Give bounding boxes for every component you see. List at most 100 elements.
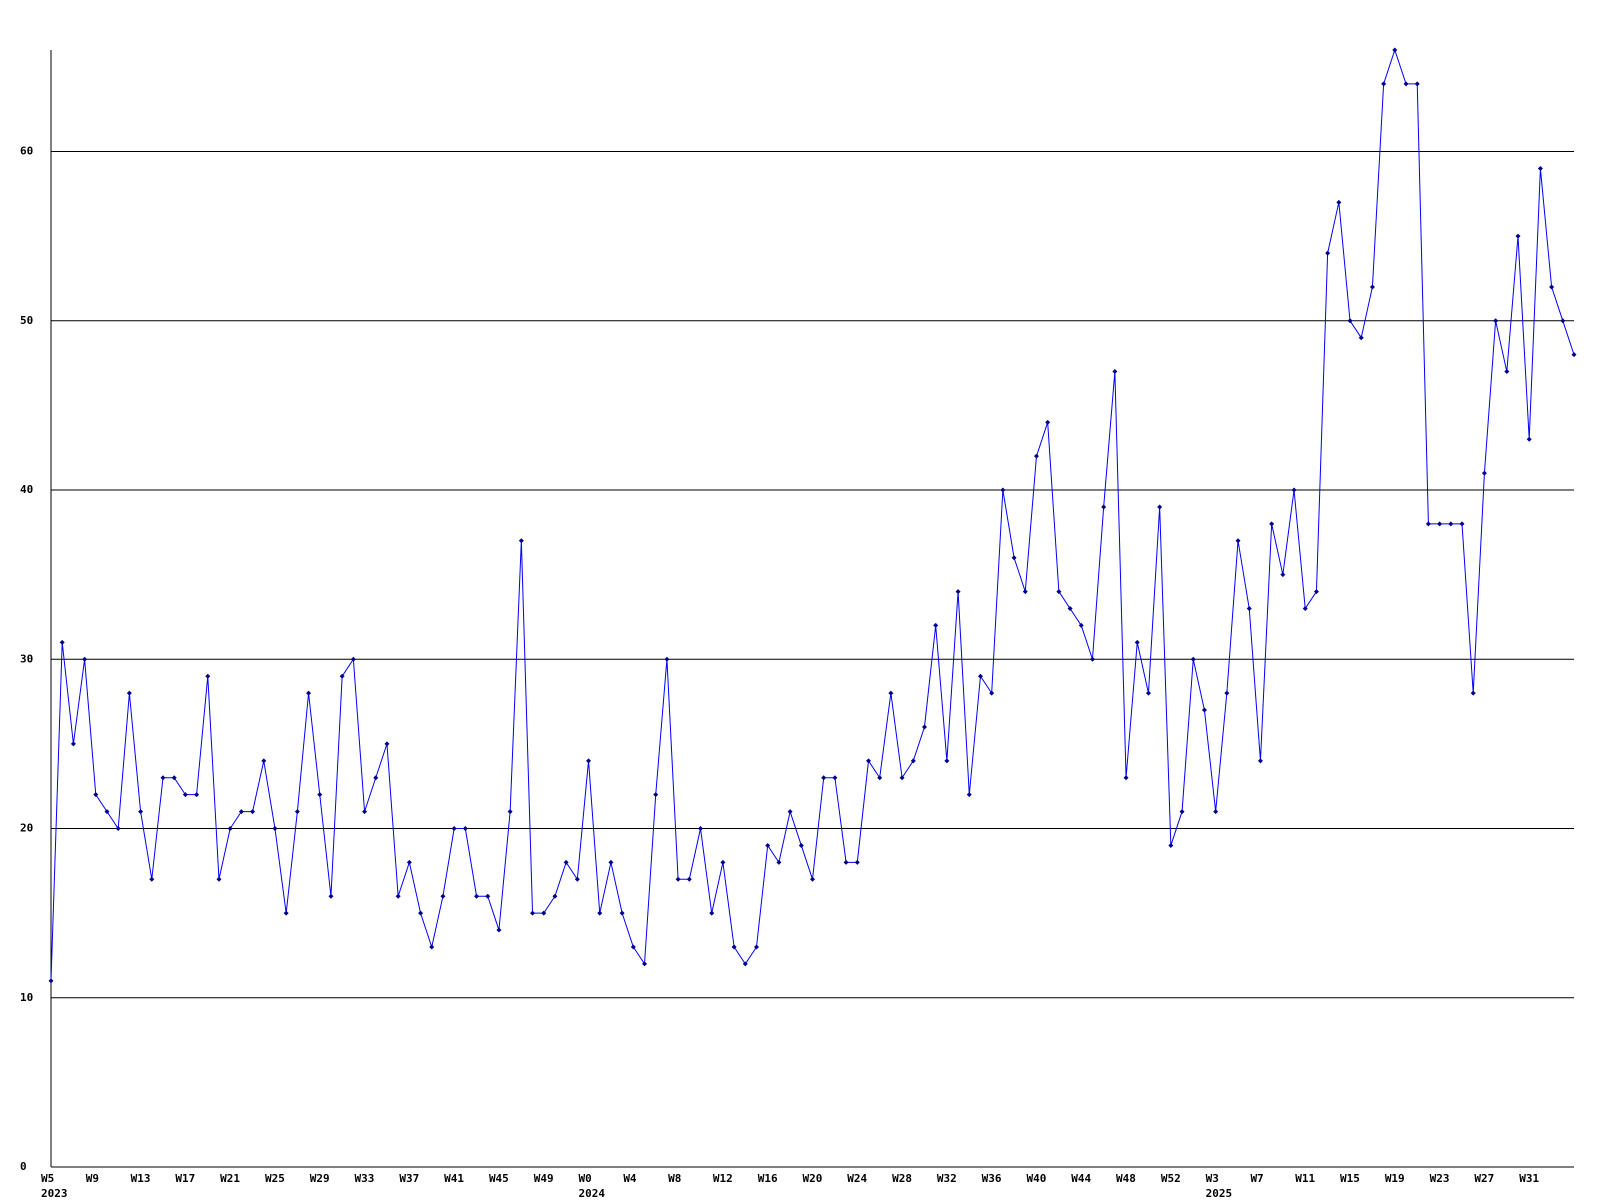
data-point — [328, 893, 334, 899]
data-point — [843, 859, 849, 865]
data-point — [664, 656, 670, 662]
data-point — [854, 859, 860, 865]
data-point — [1358, 335, 1364, 341]
year-label: 2023 — [41, 1187, 68, 1200]
y-tick-label: 40 — [20, 483, 33, 496]
data-point — [821, 775, 827, 781]
data-point — [1549, 284, 1555, 290]
data-point — [406, 859, 412, 865]
data-point — [70, 741, 76, 747]
data-point — [765, 842, 771, 848]
data-point — [1526, 436, 1532, 442]
data-point — [1224, 690, 1230, 696]
data-point — [1302, 606, 1308, 611]
data-point — [485, 893, 491, 899]
x-tick-label: W36 — [982, 1172, 1002, 1185]
data-point — [1269, 521, 1275, 527]
data-point — [832, 775, 838, 781]
x-tick-label: W12 — [713, 1172, 733, 1185]
data-point — [686, 876, 692, 882]
data-point — [1448, 521, 1454, 527]
data-point — [261, 758, 267, 764]
data-point — [1078, 622, 1084, 628]
data-point — [1571, 352, 1577, 358]
data-point — [698, 826, 704, 832]
y-tick-label: 50 — [20, 314, 33, 327]
data-point — [989, 690, 995, 696]
data-point — [126, 690, 132, 696]
data-point — [1481, 470, 1487, 476]
data-point — [507, 809, 513, 815]
data-point — [1201, 707, 1207, 713]
y-tick-label: 10 — [20, 991, 33, 1004]
data-point — [1000, 487, 1006, 493]
data-point — [82, 656, 88, 662]
data-point — [272, 826, 278, 832]
data-line — [50, 48, 1575, 981]
data-point — [462, 826, 468, 832]
data-point — [1381, 81, 1387, 87]
data-point — [1011, 555, 1017, 561]
x-tick-label: W11 — [1295, 1172, 1315, 1185]
x-tick-label: W48 — [1116, 1172, 1136, 1185]
y-tick-label: 20 — [20, 822, 33, 835]
x-tick-label: W4 — [623, 1172, 637, 1185]
x-tick-label: W25 — [265, 1172, 285, 1185]
data-point — [1246, 606, 1252, 611]
x-tick-label: W19 — [1385, 1172, 1405, 1185]
data-point — [552, 893, 558, 899]
x-tick-label: W24 — [847, 1172, 867, 1185]
data-point — [1470, 690, 1476, 696]
data-point — [1347, 318, 1353, 324]
data-point — [731, 944, 737, 950]
data-point — [1123, 775, 1129, 781]
x-tick-label: W29 — [310, 1172, 330, 1185]
x-tick-label: W7 — [1250, 1172, 1263, 1185]
x-tick-label: W9 — [86, 1172, 99, 1185]
data-point — [877, 775, 883, 781]
x-tick-label: W0 — [579, 1172, 592, 1185]
data-point — [653, 792, 659, 798]
data-point — [586, 758, 592, 764]
data-point — [1168, 842, 1174, 848]
data-point — [810, 876, 815, 882]
data-point — [776, 859, 782, 865]
data-point — [1414, 81, 1420, 87]
data-point — [1134, 639, 1140, 645]
x-tick-label: W8 — [668, 1172, 681, 1185]
data-point — [1560, 318, 1566, 324]
data-point — [754, 944, 760, 950]
data-point — [977, 673, 983, 679]
data-point — [1101, 504, 1107, 510]
data-point — [283, 910, 289, 916]
data-point — [921, 724, 927, 730]
data-point — [1190, 656, 1196, 662]
data-point — [384, 741, 390, 747]
data-point — [530, 910, 536, 916]
y-tick-label: 30 — [20, 652, 33, 665]
data-point — [171, 775, 177, 781]
year-label: 2025 — [1206, 1187, 1233, 1200]
data-point — [1392, 47, 1398, 53]
data-point — [1045, 419, 1051, 425]
data-point — [944, 758, 950, 764]
x-tick-label: W17 — [175, 1172, 195, 1185]
data-point — [742, 961, 748, 967]
x-tick-label: W27 — [1474, 1172, 1494, 1185]
data-point — [899, 775, 905, 781]
x-tick-label: W5 — [41, 1172, 54, 1185]
x-tick-label: W23 — [1430, 1172, 1450, 1185]
data-point — [160, 775, 166, 781]
data-point — [1325, 250, 1331, 256]
data-point — [1056, 589, 1062, 595]
data-point — [966, 792, 972, 798]
data-point — [1280, 572, 1286, 578]
data-point — [1459, 521, 1465, 527]
year-label: 2024 — [579, 1187, 606, 1200]
data-point — [865, 758, 871, 764]
data-point — [317, 792, 323, 798]
data-point — [1515, 233, 1521, 239]
data-point — [1213, 809, 1219, 815]
x-tick-label: W44 — [1071, 1172, 1091, 1185]
